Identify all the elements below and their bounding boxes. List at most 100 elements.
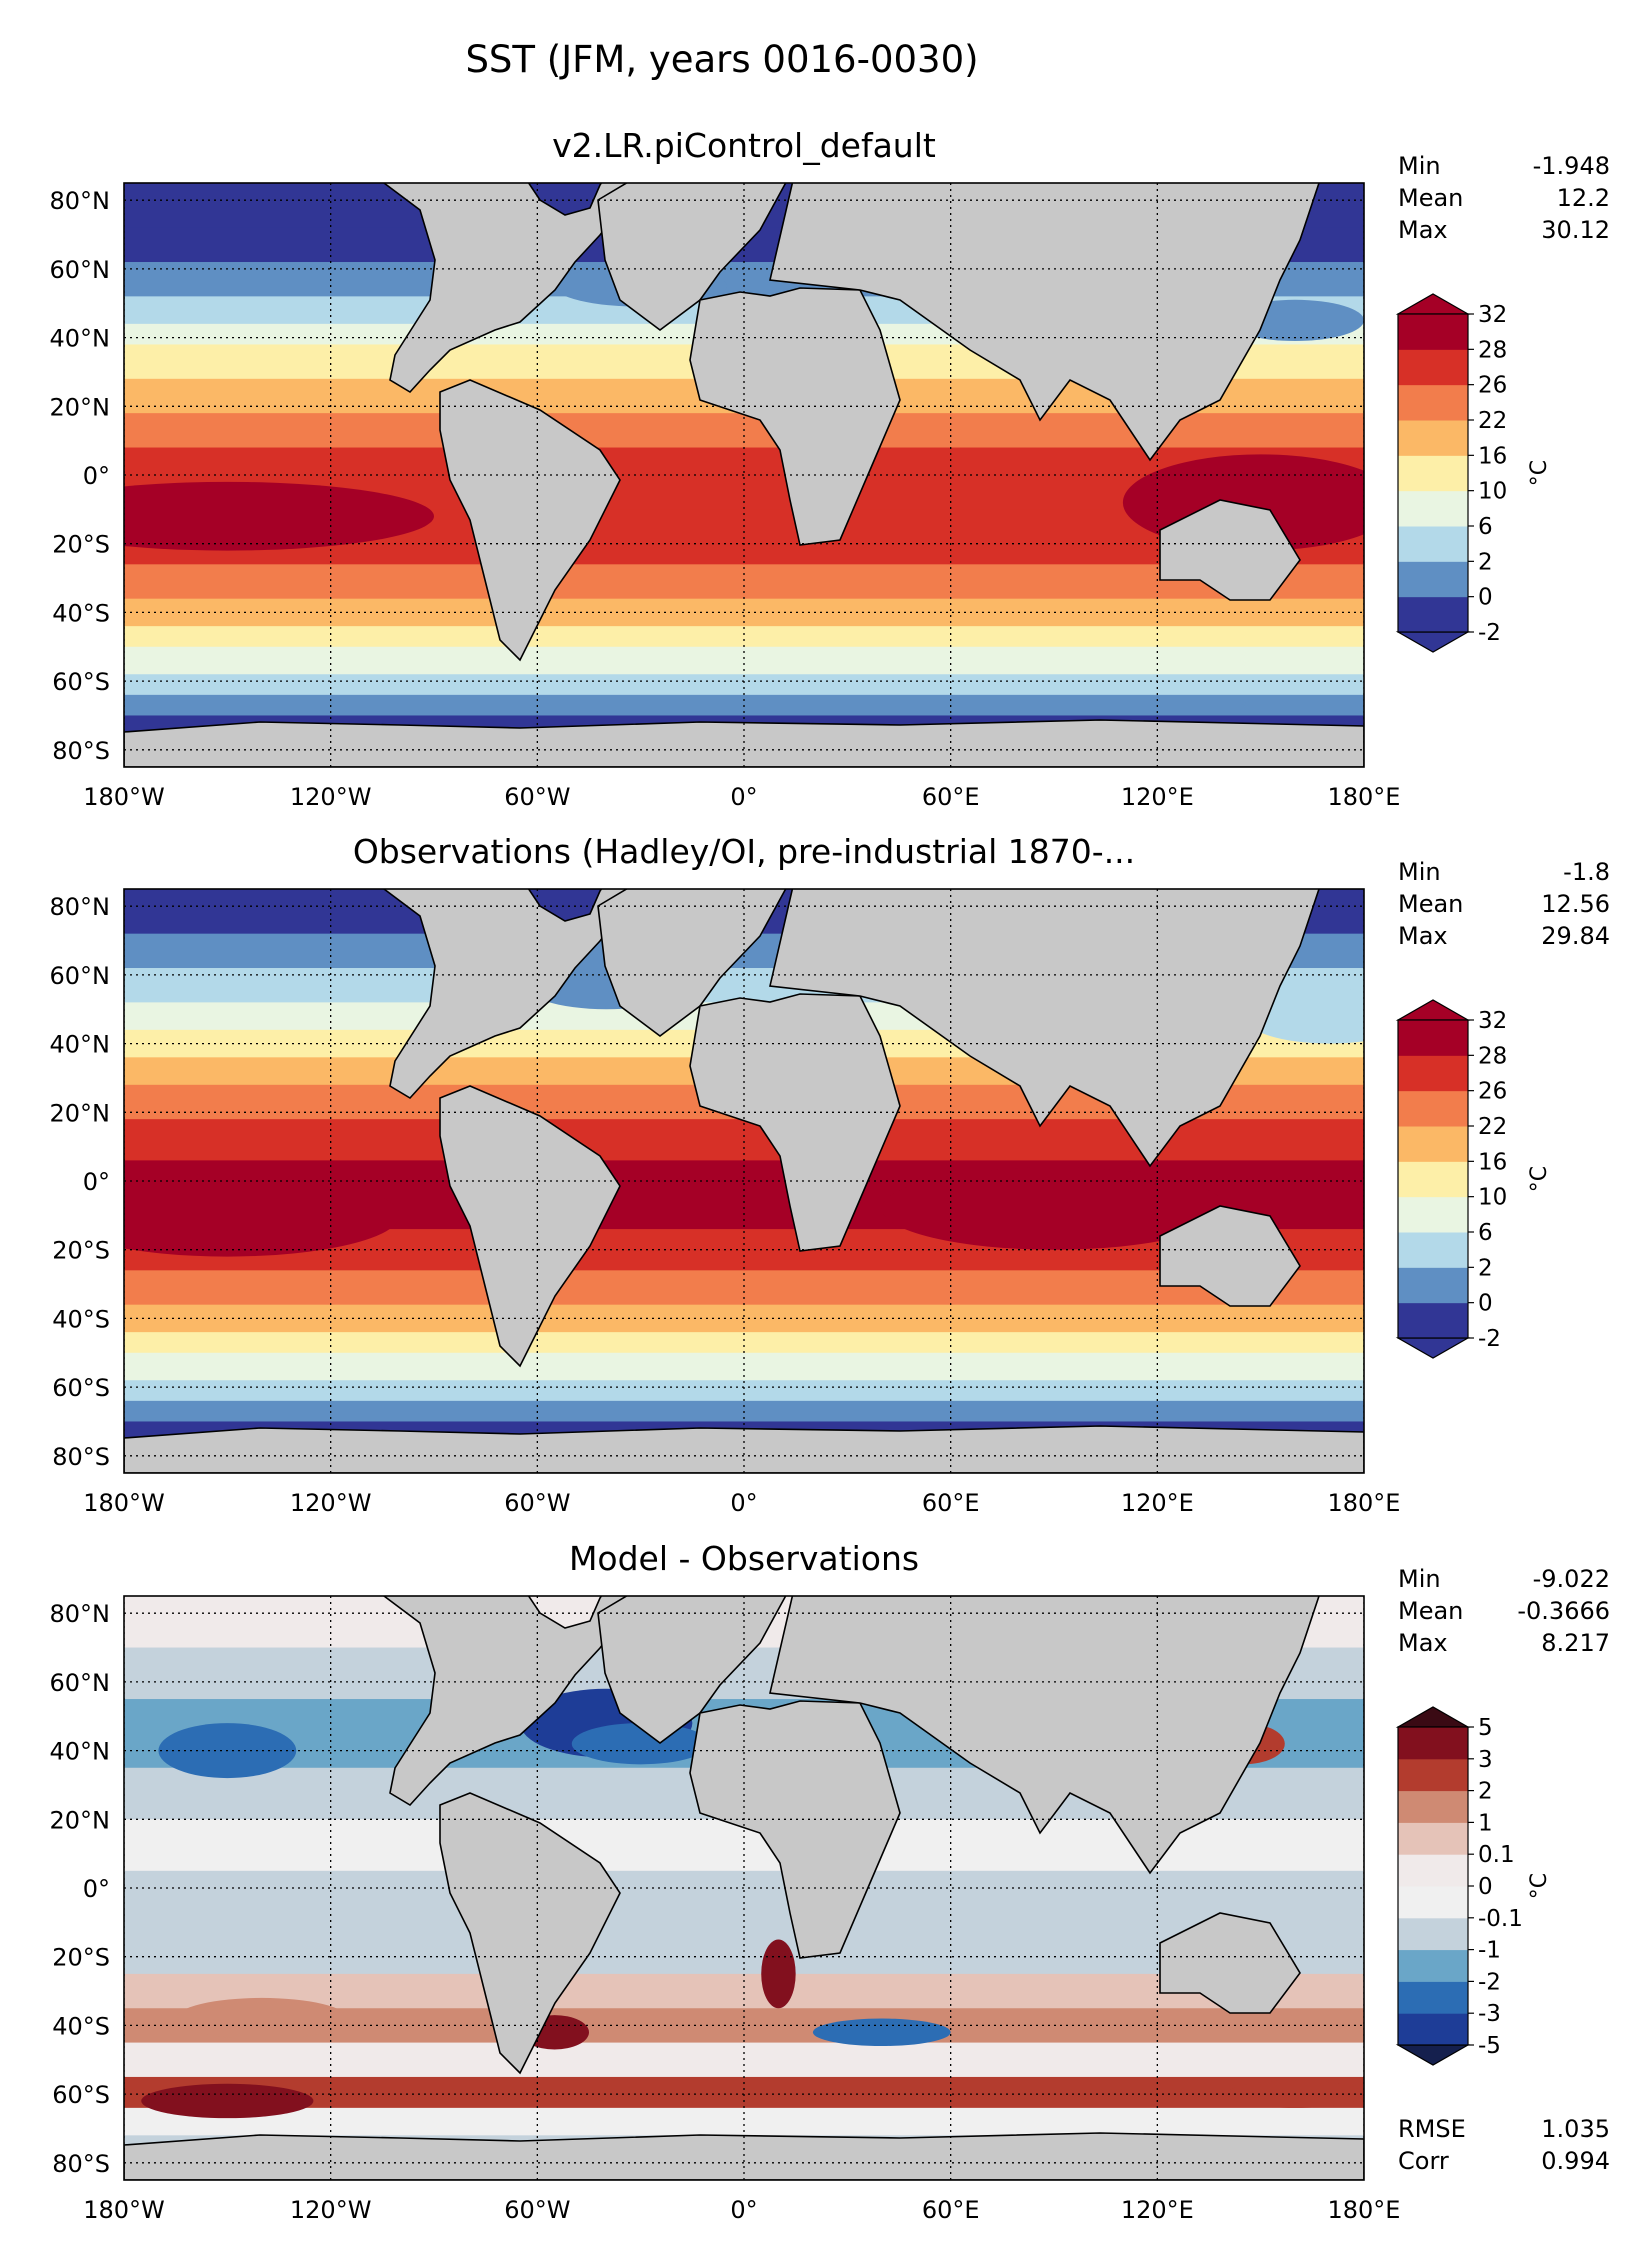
colorbar-swatch [1398, 1161, 1468, 1198]
lon-tick-label: 120°E [1121, 783, 1194, 811]
map-area [124, 183, 1364, 767]
colorbar-swatch [1398, 1758, 1468, 1792]
colorbar-swatch [1398, 314, 1468, 350]
colorbar-tick-label: 16 [1478, 443, 1507, 469]
colorbar-swatch [1398, 1822, 1468, 1855]
stat-label: Max [1398, 216, 1448, 244]
lon-tick-label: 0° [730, 2196, 757, 2224]
stat-value: 30.12 [1541, 216, 1610, 244]
colorbar-swatch [1398, 420, 1468, 456]
colorbar-tick-label: 10 [1478, 479, 1507, 505]
stat-label: Mean [1398, 184, 1463, 212]
stat-value: -1.8 [1563, 858, 1610, 886]
colorbar-tick-label: -3 [1478, 2001, 1501, 2027]
lat-tick-label: 0° [83, 1875, 110, 1903]
lat-tick-label: 60°N [50, 256, 111, 284]
stat-label: Corr [1398, 2147, 1449, 2175]
lon-tick-label: 0° [730, 783, 757, 811]
lon-tick-label: 60°E [922, 2196, 980, 2224]
colorbar-tick-label: 32 [1478, 302, 1507, 328]
colorbar-swatch [1398, 455, 1468, 492]
contour-band [124, 1922, 1364, 1975]
colorbar-tick-label: 28 [1478, 337, 1507, 363]
colorbar-extend-min [1395, 1337, 1471, 1359]
colorbar-tick-label: -0.1 [1478, 1906, 1523, 1932]
colorbar-extend-min [1395, 631, 1471, 653]
colorbar-tick-label: 16 [1478, 1149, 1507, 1175]
lat-tick-label: 40°S [52, 599, 110, 627]
colorbar-tick-label: 3 [1478, 1747, 1493, 1773]
lat-tick-label: 40°N [50, 325, 111, 353]
lat-tick-label: 0° [83, 1168, 110, 1196]
colorbar-extend-max [1395, 1706, 1471, 1728]
lat-tick-label: 80°S [52, 737, 110, 765]
stat-value: 0.994 [1541, 2147, 1610, 2175]
stat-value: 1.035 [1541, 2115, 1610, 2143]
lat-tick-label: 80°S [52, 1443, 110, 1471]
lat-tick-label: 20°S [52, 1237, 110, 1265]
colorbar-tick-label: 26 [1478, 373, 1507, 399]
contour-band [124, 1380, 1364, 1402]
colorbar-tick-label: -2 [1478, 620, 1501, 646]
stat-label: Min [1398, 858, 1441, 886]
lon-tick-label: 120°E [1121, 2196, 1194, 2224]
colorbar-tick-label: 28 [1478, 1043, 1507, 1069]
lat-tick-label: 20°N [50, 393, 111, 421]
colorbar-frame [1397, 1019, 1469, 1339]
colorbar-tick-label: 6 [1478, 514, 1493, 540]
lon-tick-label: 120°W [290, 2196, 372, 2224]
colorbar-tick-label: 0 [1478, 585, 1493, 611]
lat-tick-label: 40°N [50, 1738, 111, 1766]
lon-tick-label: 0° [730, 1489, 757, 1517]
lat-tick-label: 80°N [50, 893, 111, 921]
map-area [124, 889, 1364, 1473]
lon-tick-label: 120°W [290, 1489, 372, 1517]
lat-tick-label: 40°S [52, 2012, 110, 2040]
lat-tick-label: 60°N [50, 1669, 111, 1697]
stat-value: -9.022 [1533, 1565, 1610, 1593]
contour-feature [124, 1174, 400, 1257]
lat-tick-label: 0° [83, 462, 110, 490]
lon-tick-label: 180°W [83, 1489, 165, 1517]
stat-label: RMSE [1398, 2115, 1466, 2143]
stat-label: Min [1398, 152, 1441, 180]
contour-band [124, 564, 1364, 600]
colorbar-swatch [1398, 1196, 1468, 1233]
contour-feature [761, 1939, 796, 2009]
lon-tick-label: 180°W [83, 783, 165, 811]
colorbar-tick-label: 0 [1478, 1874, 1493, 1900]
colorbar-swatch [1398, 1126, 1468, 1162]
colorbar-tick-label: 6 [1478, 1220, 1493, 1246]
contour-band [124, 626, 1364, 648]
colorbar-tick-label: 32 [1478, 1008, 1507, 1034]
colorbar-unit-label: °C [1527, 460, 1552, 486]
colorbar-swatch [1398, 1917, 1468, 1951]
colorbar-swatch [1398, 1020, 1468, 1056]
lat-tick-label: 40°N [50, 1031, 111, 1059]
colorbar-tick-label: 5 [1478, 1715, 1493, 1741]
colorbar-tick-label: 2 [1478, 1779, 1493, 1805]
contour-band [124, 674, 1364, 696]
colorbar-tick-label: -2 [1478, 1969, 1501, 1995]
lat-tick-label: 60°S [52, 2081, 110, 2109]
colorbar-swatch [1398, 384, 1468, 421]
colorbar-tick-label: -5 [1478, 2033, 1501, 2059]
colorbar-swatch [1398, 1090, 1468, 1127]
colorbar-swatch [1398, 490, 1468, 527]
lat-tick-label: 60°N [50, 962, 111, 990]
lat-tick-label: 80°S [52, 2150, 110, 2178]
lon-tick-label: 60°E [922, 783, 980, 811]
panel-title: Model - Observations [569, 1539, 919, 1578]
stat-value: 12.2 [1557, 184, 1610, 212]
colorbar-tick-label: 2 [1478, 1255, 1493, 1281]
colorbar-swatch [1398, 561, 1468, 598]
map-area [124, 1596, 1364, 2180]
colorbar-tick-label: -2 [1478, 1326, 1501, 1352]
colorbar-swatch [1398, 1886, 1468, 1919]
colorbar-tick-label: 22 [1478, 1114, 1507, 1140]
lon-tick-label: 120°W [290, 783, 372, 811]
contour-band [124, 1270, 1364, 1306]
panel-1: v2.LR.piControl_default 80°N 60°N 40°N 20°N 0… [50, 126, 1611, 811]
lon-tick-label: 120°E [1121, 1489, 1194, 1517]
